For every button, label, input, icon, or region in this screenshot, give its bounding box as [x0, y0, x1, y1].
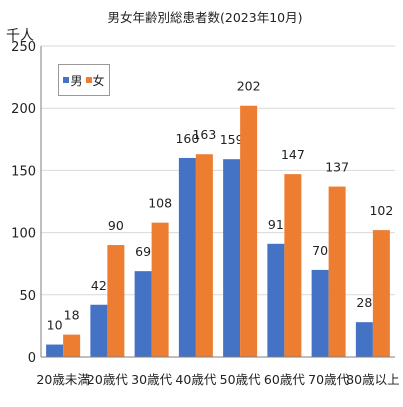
bar-male	[90, 304, 108, 357]
data-label: 90	[108, 218, 124, 233]
bar-male	[355, 322, 373, 357]
bar-female	[195, 154, 213, 357]
y-tick-label: 250	[11, 40, 36, 55]
x-category-label: 80歳以上	[346, 372, 399, 387]
x-category-label: 20歳代	[87, 372, 128, 387]
data-label: 70	[312, 243, 328, 258]
legend-item-male: 男	[63, 72, 83, 89]
data-label: 202	[237, 79, 261, 94]
chart-title: 男女年齢別総患者数(2023年10月)	[108, 10, 303, 25]
y-tick-label: 50	[19, 289, 36, 304]
bar-male	[223, 159, 241, 357]
data-label: 147	[281, 147, 305, 162]
legend-swatch-female	[85, 77, 92, 83]
data-label: 28	[356, 295, 372, 310]
x-category-label: 50歳代	[220, 372, 261, 387]
bar-female	[284, 174, 302, 357]
data-label: 160	[175, 131, 199, 146]
bar-female	[63, 334, 81, 357]
bar-male	[267, 243, 285, 357]
legend-label-male: 男	[70, 73, 83, 88]
legend-swatch-male	[63, 77, 70, 83]
y-tick-label: 150	[11, 164, 36, 179]
bar-male	[46, 344, 64, 357]
bar-female	[151, 222, 169, 357]
bar-male	[178, 157, 196, 357]
data-label: 91	[268, 217, 284, 232]
bar-male	[134, 271, 152, 357]
bar-male	[311, 269, 329, 357]
x-category-label: 70歳代	[308, 372, 349, 387]
legend: 男 女	[58, 64, 110, 96]
data-label: 163	[192, 127, 216, 142]
data-label: 137	[325, 160, 349, 175]
bar-female	[328, 186, 346, 357]
data-label: 42	[91, 278, 107, 293]
data-label: 102	[369, 203, 393, 218]
legend-label-female: 女	[92, 73, 105, 88]
y-tick-label: 100	[11, 227, 36, 242]
bar-female	[107, 245, 125, 357]
y-axis-unit-label: 千人	[6, 28, 34, 44]
x-category-label: 30歳代	[131, 372, 172, 387]
x-category-label: 40歳代	[175, 372, 216, 387]
data-label: 69	[135, 244, 151, 259]
data-label: 10	[47, 318, 63, 333]
x-category-label: 20歳未満	[36, 372, 89, 387]
legend-item-female: 女	[85, 72, 105, 89]
x-category-label: 60歳代	[264, 372, 305, 387]
data-label: 108	[148, 196, 172, 211]
bar-female	[240, 105, 258, 357]
data-label: 159	[220, 132, 244, 147]
data-label: 18	[64, 308, 80, 323]
y-tick-label: 0	[28, 351, 36, 366]
bar-female	[372, 230, 390, 357]
y-tick-label: 200	[11, 102, 36, 117]
